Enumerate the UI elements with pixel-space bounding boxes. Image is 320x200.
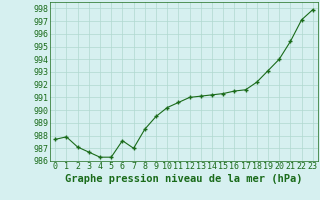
X-axis label: Graphe pression niveau de la mer (hPa): Graphe pression niveau de la mer (hPa)	[65, 174, 303, 184]
